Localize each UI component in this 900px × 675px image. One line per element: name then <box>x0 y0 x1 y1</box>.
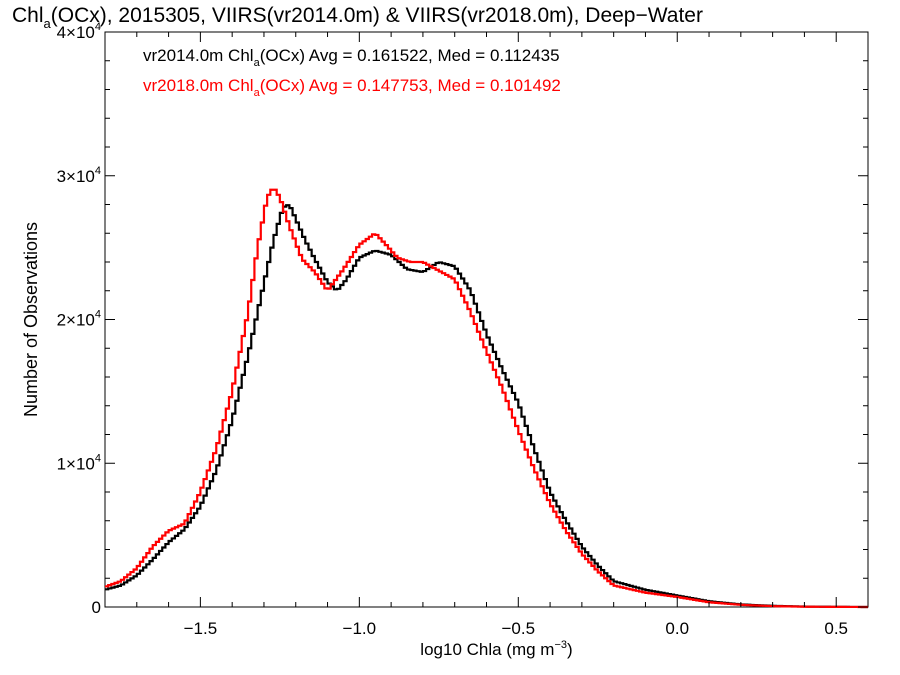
x-axis-label: log10 Chla (mg m−3) <box>420 639 572 659</box>
series-layer <box>105 188 868 609</box>
x-tick-label: −0.5 <box>502 619 536 638</box>
y-tick-label: 4×104 <box>57 21 101 42</box>
series-line-1 <box>105 204 868 609</box>
legend-entry-2: vr2018.0m Chla(OCx) Avg = 0.147753, Med … <box>143 76 561 99</box>
plot-area-border <box>104 31 869 608</box>
y-tick-label: 1×104 <box>57 452 101 473</box>
series-line-2 <box>105 188 868 609</box>
x-tick-label: 0.0 <box>665 619 689 638</box>
x-tick-label: −1.0 <box>343 619 377 638</box>
legend-entry-1: vr2014.0m Chla(OCx) Avg = 0.161522, Med … <box>143 46 560 69</box>
y-tick-label: 0 <box>92 598 101 617</box>
y-axis-label: Number of Observations <box>21 222 41 417</box>
x-tick-label: 0.5 <box>824 619 848 638</box>
tick-layer <box>105 31 868 608</box>
y-tick-label: 2×104 <box>57 309 101 330</box>
x-tick-label: −1.5 <box>184 619 218 638</box>
plot-frame <box>104 31 869 608</box>
chart-title: Chla(OCx), 2015305, VIIRS(vr2014.0m) & V… <box>12 4 703 31</box>
label-layer: −1.5 −1.0 −0.5 0.0 0.5 0 1×104 2×104 3×104 4×104C… <box>12 4 848 659</box>
y-tick-label: 3×104 <box>57 165 101 186</box>
